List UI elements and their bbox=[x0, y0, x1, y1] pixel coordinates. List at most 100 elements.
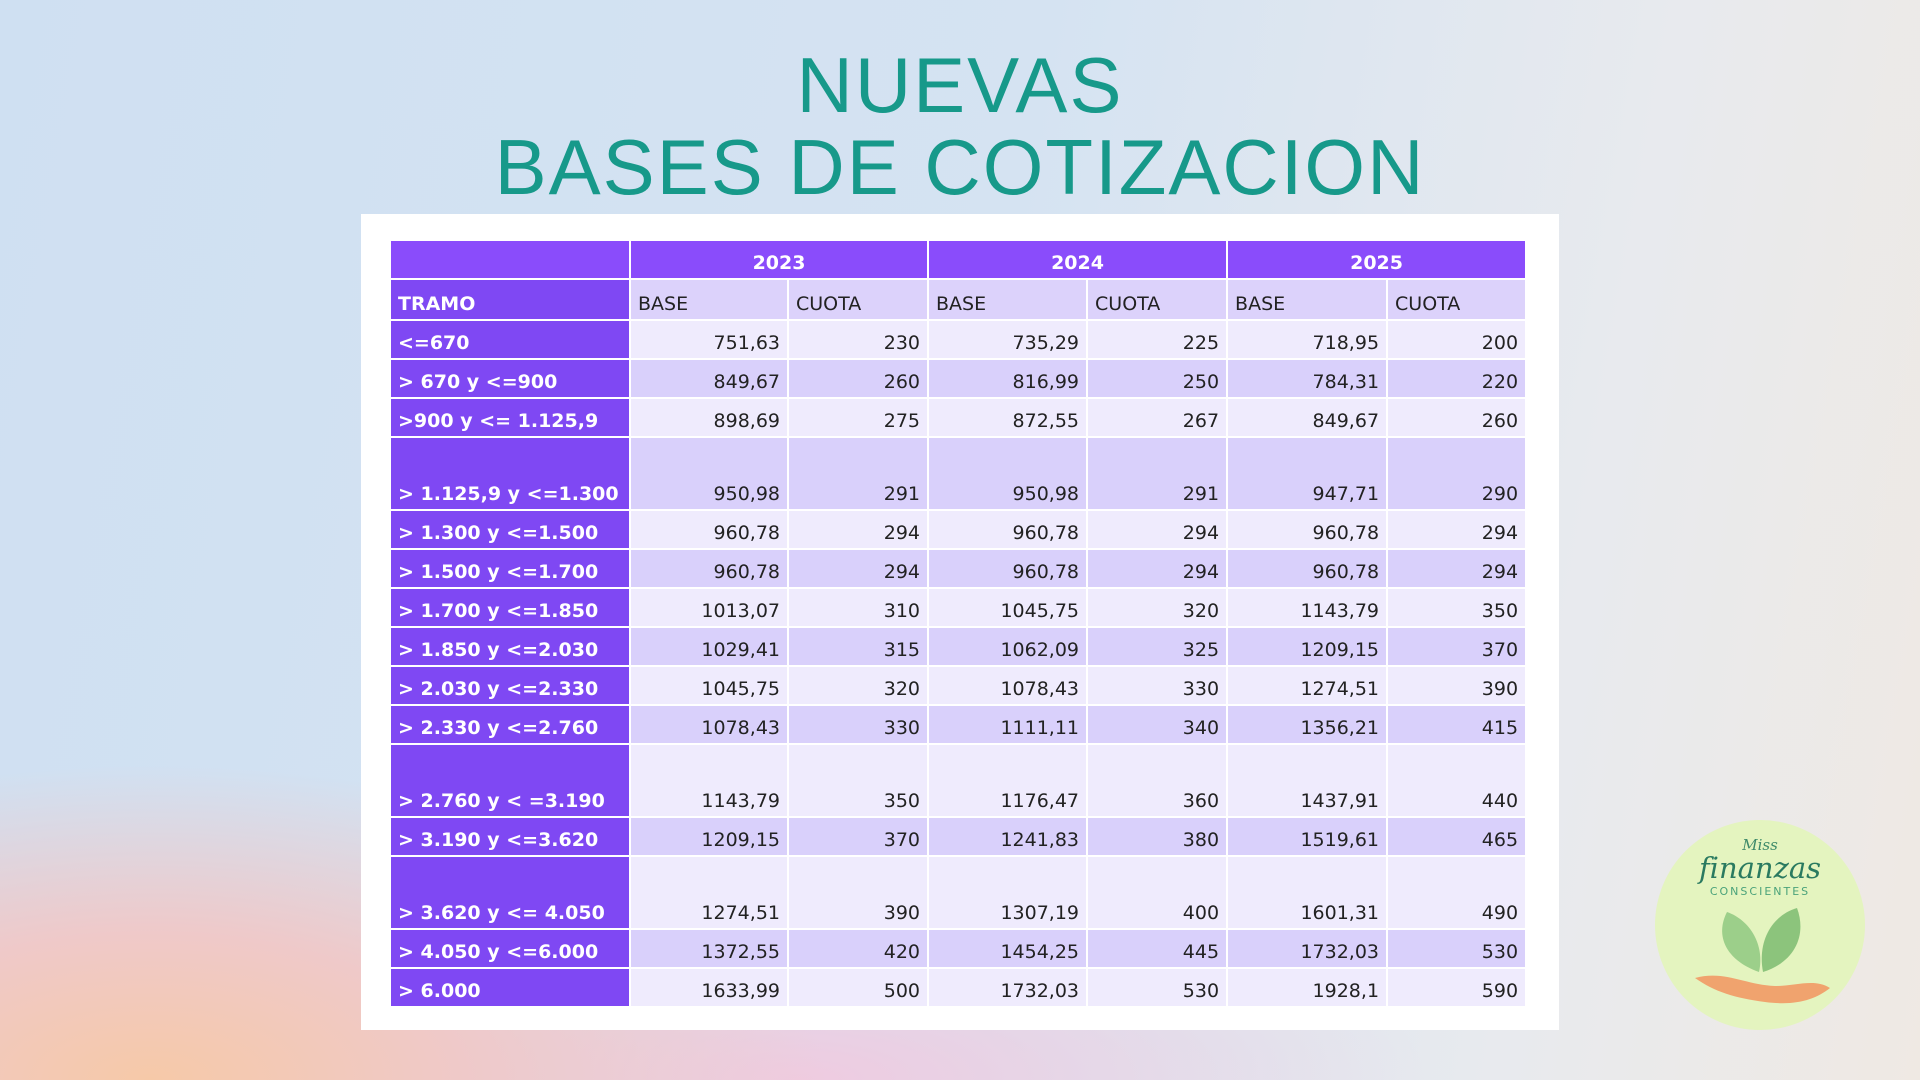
tramo-cell: > 1.700 y <=1.850 bbox=[389, 587, 631, 628]
value-cell: 330 bbox=[1086, 665, 1229, 706]
value-cell: 950,98 bbox=[927, 436, 1089, 511]
tramo-cell: > 6.000 bbox=[389, 967, 631, 1008]
value-cell: 1356,21 bbox=[1226, 704, 1389, 745]
year-header: 2023 bbox=[628, 239, 930, 280]
value-cell: 350 bbox=[786, 743, 930, 818]
table-row: >900 y <= 1.125,9 898,69 275 872,55 267 849,6… bbox=[389, 397, 1528, 438]
value-cell: 1732,03 bbox=[1226, 928, 1389, 969]
value-cell: 1372,55 bbox=[629, 928, 789, 969]
value-cell: 390 bbox=[786, 855, 930, 930]
column-header: BASE bbox=[1226, 278, 1389, 321]
value-cell: 1062,09 bbox=[927, 626, 1089, 667]
value-cell: 320 bbox=[1086, 587, 1229, 628]
value-cell: 260 bbox=[786, 358, 930, 399]
value-cell: 380 bbox=[1086, 816, 1229, 857]
tramo-cell: > 2.760 y < =3.190 bbox=[389, 743, 631, 818]
value-cell: 370 bbox=[786, 816, 930, 857]
value-cell: 440 bbox=[1386, 743, 1528, 818]
value-cell: 950,98 bbox=[629, 436, 789, 511]
tramo-cell: > 1.125,9 y <=1.300 bbox=[389, 436, 631, 511]
value-cell: 751,63 bbox=[629, 319, 789, 360]
value-cell: 1013,07 bbox=[629, 587, 789, 628]
value-cell: 360 bbox=[1086, 743, 1229, 818]
value-cell: 898,69 bbox=[629, 397, 789, 438]
value-cell: 1274,51 bbox=[1226, 665, 1389, 706]
value-cell: 1143,79 bbox=[1226, 587, 1389, 628]
value-cell: 200 bbox=[1386, 319, 1528, 360]
tramo-cell: > 2.330 y <=2.760 bbox=[389, 704, 631, 745]
value-cell: 1176,47 bbox=[927, 743, 1089, 818]
value-cell: 294 bbox=[786, 548, 930, 589]
value-cell: 340 bbox=[1086, 704, 1229, 745]
tramo-cell: >900 y <= 1.125,9 bbox=[389, 397, 631, 438]
value-cell: 415 bbox=[1386, 704, 1528, 745]
column-header: CUOTA bbox=[1386, 278, 1528, 321]
value-cell: 291 bbox=[1086, 436, 1229, 511]
tramo-cell: > 2.030 y <=2.330 bbox=[389, 665, 631, 706]
leaf bbox=[1761, 908, 1801, 972]
logo: Miss finanzas CONSCIENTES bbox=[1655, 820, 1865, 1030]
value-cell: 220 bbox=[1386, 358, 1528, 399]
table-row: > 2.030 y <=2.330 1045,75 320 1078,43 330 127… bbox=[389, 665, 1528, 706]
value-cell: 225 bbox=[1086, 319, 1229, 360]
table-row: > 670 y <=900 849,67 260 816,99 250 784,31 220 bbox=[389, 358, 1528, 399]
year-header: 2024 bbox=[927, 239, 1229, 280]
value-cell: 849,67 bbox=[1226, 397, 1389, 438]
value-cell: 250 bbox=[1086, 358, 1229, 399]
value-cell: 291 bbox=[786, 436, 930, 511]
value-cell: 1307,19 bbox=[927, 855, 1089, 930]
value-cell: 370 bbox=[1386, 626, 1528, 667]
tramo-cell: > 3.620 y <= 4.050 bbox=[389, 855, 631, 930]
value-cell: 1274,51 bbox=[629, 855, 789, 930]
column-header: BASE bbox=[927, 278, 1089, 321]
logo-top: Miss bbox=[1741, 836, 1778, 854]
value-cell: 784,31 bbox=[1226, 358, 1389, 399]
value-cell: 947,71 bbox=[1226, 436, 1389, 511]
value-cell: 325 bbox=[1086, 626, 1229, 667]
value-cell: 1045,75 bbox=[629, 665, 789, 706]
value-cell: 960,78 bbox=[629, 548, 789, 589]
value-cell: 849,67 bbox=[629, 358, 789, 399]
tramo-cell: > 1.300 y <=1.500 bbox=[389, 509, 631, 550]
value-cell: 960,78 bbox=[629, 509, 789, 550]
value-cell: 1029,41 bbox=[629, 626, 789, 667]
column-row: TRAMO BASE CUOTA BASE CUOTA BASE CUOTA bbox=[389, 278, 1528, 321]
value-cell: 294 bbox=[1086, 548, 1229, 589]
value-cell: 1209,15 bbox=[1226, 626, 1389, 667]
tramo-cell: <=670 bbox=[389, 319, 631, 360]
value-cell: 1519,61 bbox=[1226, 816, 1389, 857]
value-cell: 1601,31 bbox=[1226, 855, 1389, 930]
title-line-1: NUEVAS bbox=[796, 41, 1124, 129]
table-row: > 1.850 y <=2.030 1029,41 315 1062,09 325 120… bbox=[389, 626, 1528, 667]
tramo-cell: > 1.850 y <=2.030 bbox=[389, 626, 631, 667]
table-row: > 1.500 y <=1.700 960,78 294 960,78 294 960,7… bbox=[389, 548, 1528, 589]
value-cell: 445 bbox=[1086, 928, 1229, 969]
table-row: > 1.125,9 y <=1.300 950,98 291 950,98 291 947… bbox=[389, 436, 1528, 511]
value-cell: 1111,11 bbox=[927, 704, 1089, 745]
value-cell: 530 bbox=[1086, 967, 1229, 1008]
table-row: > 1.300 y <=1.500 960,78 294 960,78 294 960,7… bbox=[389, 509, 1528, 550]
value-cell: 290 bbox=[1386, 436, 1528, 511]
leaf bbox=[1722, 912, 1761, 972]
table-row: > 3.190 y <=3.620 1209,15 370 1241,83 380 151… bbox=[389, 816, 1528, 857]
value-cell: 816,99 bbox=[927, 358, 1089, 399]
value-cell: 1209,15 bbox=[629, 816, 789, 857]
column-header: CUOTA bbox=[1086, 278, 1229, 321]
value-cell: 267 bbox=[1086, 397, 1229, 438]
value-cell: 1143,79 bbox=[629, 743, 789, 818]
value-cell: 275 bbox=[786, 397, 930, 438]
column-header: TRAMO bbox=[389, 278, 631, 321]
table-row: > 4.050 y <=6.000 1372,55 420 1454,25 445 173… bbox=[389, 928, 1528, 969]
value-cell: 960,78 bbox=[927, 509, 1089, 550]
table-row: > 2.760 y < =3.190 1143,79 350 1176,47 360 14… bbox=[389, 743, 1528, 818]
value-cell: 310 bbox=[786, 587, 930, 628]
table-row: > 3.620 y <= 4.050 1274,51 390 1307,19 400 16… bbox=[389, 855, 1528, 930]
value-cell: 400 bbox=[1086, 855, 1229, 930]
tramo-cell: > 1.500 y <=1.700 bbox=[389, 548, 631, 589]
value-cell: 350 bbox=[1386, 587, 1528, 628]
value-cell: 260 bbox=[1386, 397, 1528, 438]
tramo-cell: > 670 y <=900 bbox=[389, 358, 631, 399]
value-cell: 320 bbox=[786, 665, 930, 706]
value-cell: 1454,25 bbox=[927, 928, 1089, 969]
value-cell: 735,29 bbox=[927, 319, 1089, 360]
